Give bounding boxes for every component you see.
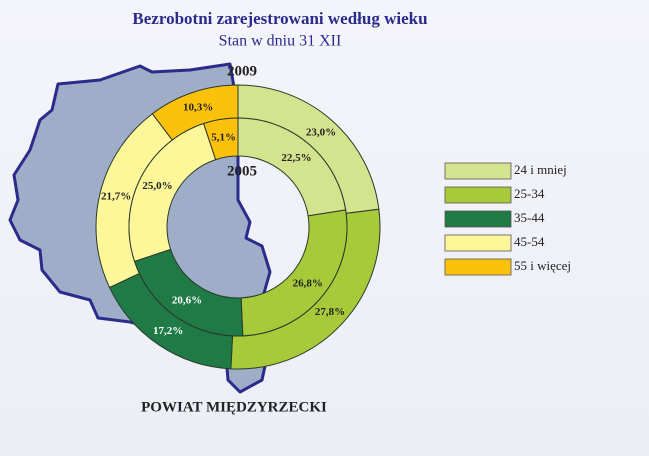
- data-label: 20,6%: [172, 295, 202, 307]
- data-label: 23,0%: [306, 126, 336, 138]
- chart-title: Bezrobotni zarejestrowani według wieku: [132, 9, 427, 28]
- legend-swatch: [444, 258, 512, 276]
- data-label: 5,1%: [211, 132, 236, 144]
- data-label: 26,8%: [293, 277, 323, 289]
- data-label: 27,8%: [315, 306, 345, 318]
- donut-segment: [203, 117, 239, 161]
- legend-label: 45-54: [514, 234, 545, 249]
- data-label: 17,2%: [153, 325, 183, 337]
- series-label: 2005: [227, 163, 257, 179]
- legend-swatch: [444, 162, 512, 180]
- chart-subtitle: Stan w dniu 31 XII: [219, 33, 342, 50]
- legend-label: 24 i mniej: [514, 162, 567, 177]
- data-label: 25,0%: [142, 180, 172, 192]
- series-label: 2009: [227, 63, 257, 79]
- legend-swatch: [444, 234, 512, 252]
- annotation: POWIAT MIĘDZYRZECKI: [141, 399, 327, 415]
- data-label: 10,3%: [183, 102, 213, 114]
- legend-label: 55 i więcej: [514, 258, 571, 273]
- data-label: 21,7%: [101, 190, 131, 202]
- legend-label: 25-34: [514, 186, 545, 201]
- data-label: 22,5%: [281, 152, 311, 164]
- legend-swatch: [444, 186, 512, 204]
- legend-swatch: [444, 210, 512, 228]
- legend-label: 35-44: [514, 210, 545, 225]
